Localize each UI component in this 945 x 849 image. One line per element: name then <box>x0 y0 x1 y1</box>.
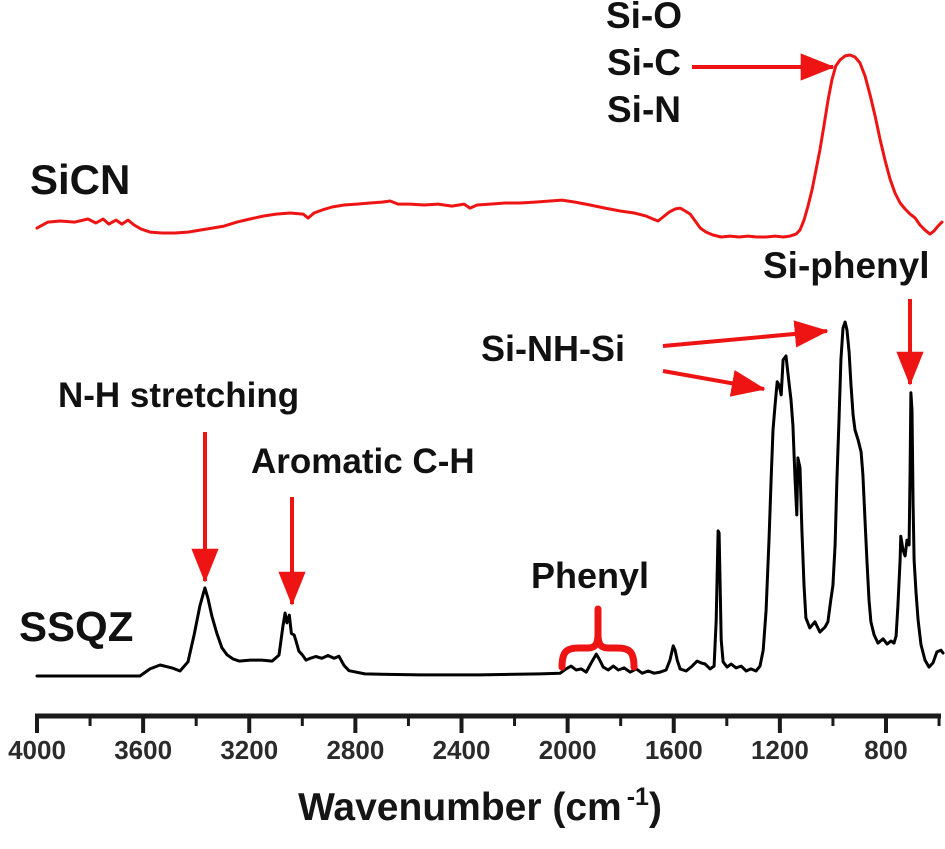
aromatic-ch-label: Aromatic C-H <box>251 442 475 481</box>
x-axis-title: Wavenumber (cm -1) <box>298 783 662 830</box>
sicn-series-label: SiCN <box>30 156 131 203</box>
x-tick-label: 1200 <box>750 735 809 765</box>
si-c-label: Si-C <box>607 42 681 83</box>
x-tick-label: 800 <box>864 735 908 765</box>
si-n-label: Si-N <box>607 89 681 130</box>
nh-stretching-label: N-H stretching <box>58 376 300 415</box>
si-phenyl-label: Si-phenyl <box>763 245 930 286</box>
x-axis-title-main: Wavenumber (cm <box>298 786 622 829</box>
si-o-label: Si-O <box>605 0 683 36</box>
ssqz-trace <box>35 320 945 678</box>
x-tick-label: 2800 <box>326 735 385 765</box>
x-tick-label: 3600 <box>114 735 173 765</box>
sicn-trace <box>35 53 944 239</box>
x-axis-major-ticks <box>35 716 888 733</box>
x-axis-minor-ticks <box>88 716 941 726</box>
x-tick-label: 4000 <box>8 735 66 765</box>
si-nh-si-upper-arrow <box>662 320 829 348</box>
x-axis-title-close: ) <box>648 786 662 829</box>
ssqz-series-label: SSQZ <box>19 603 134 650</box>
x-axis-title-superscript: -1 <box>626 783 649 811</box>
si-nh-si-lower-arrow <box>662 369 766 397</box>
phenyl-brace <box>558 605 638 671</box>
si-o-si-c-si-n-label-group: Si-O Si-C Si-N <box>597 0 691 133</box>
x-tick-label: 2400 <box>432 735 491 765</box>
phenyl-label: Phenyl <box>531 555 650 596</box>
si-nh-si-label: Si-NH-Si <box>481 328 625 369</box>
x-tick-label: 1600 <box>644 735 703 765</box>
x-tick-label: 3200 <box>220 735 279 765</box>
x-tick-label: 2000 <box>538 735 597 765</box>
